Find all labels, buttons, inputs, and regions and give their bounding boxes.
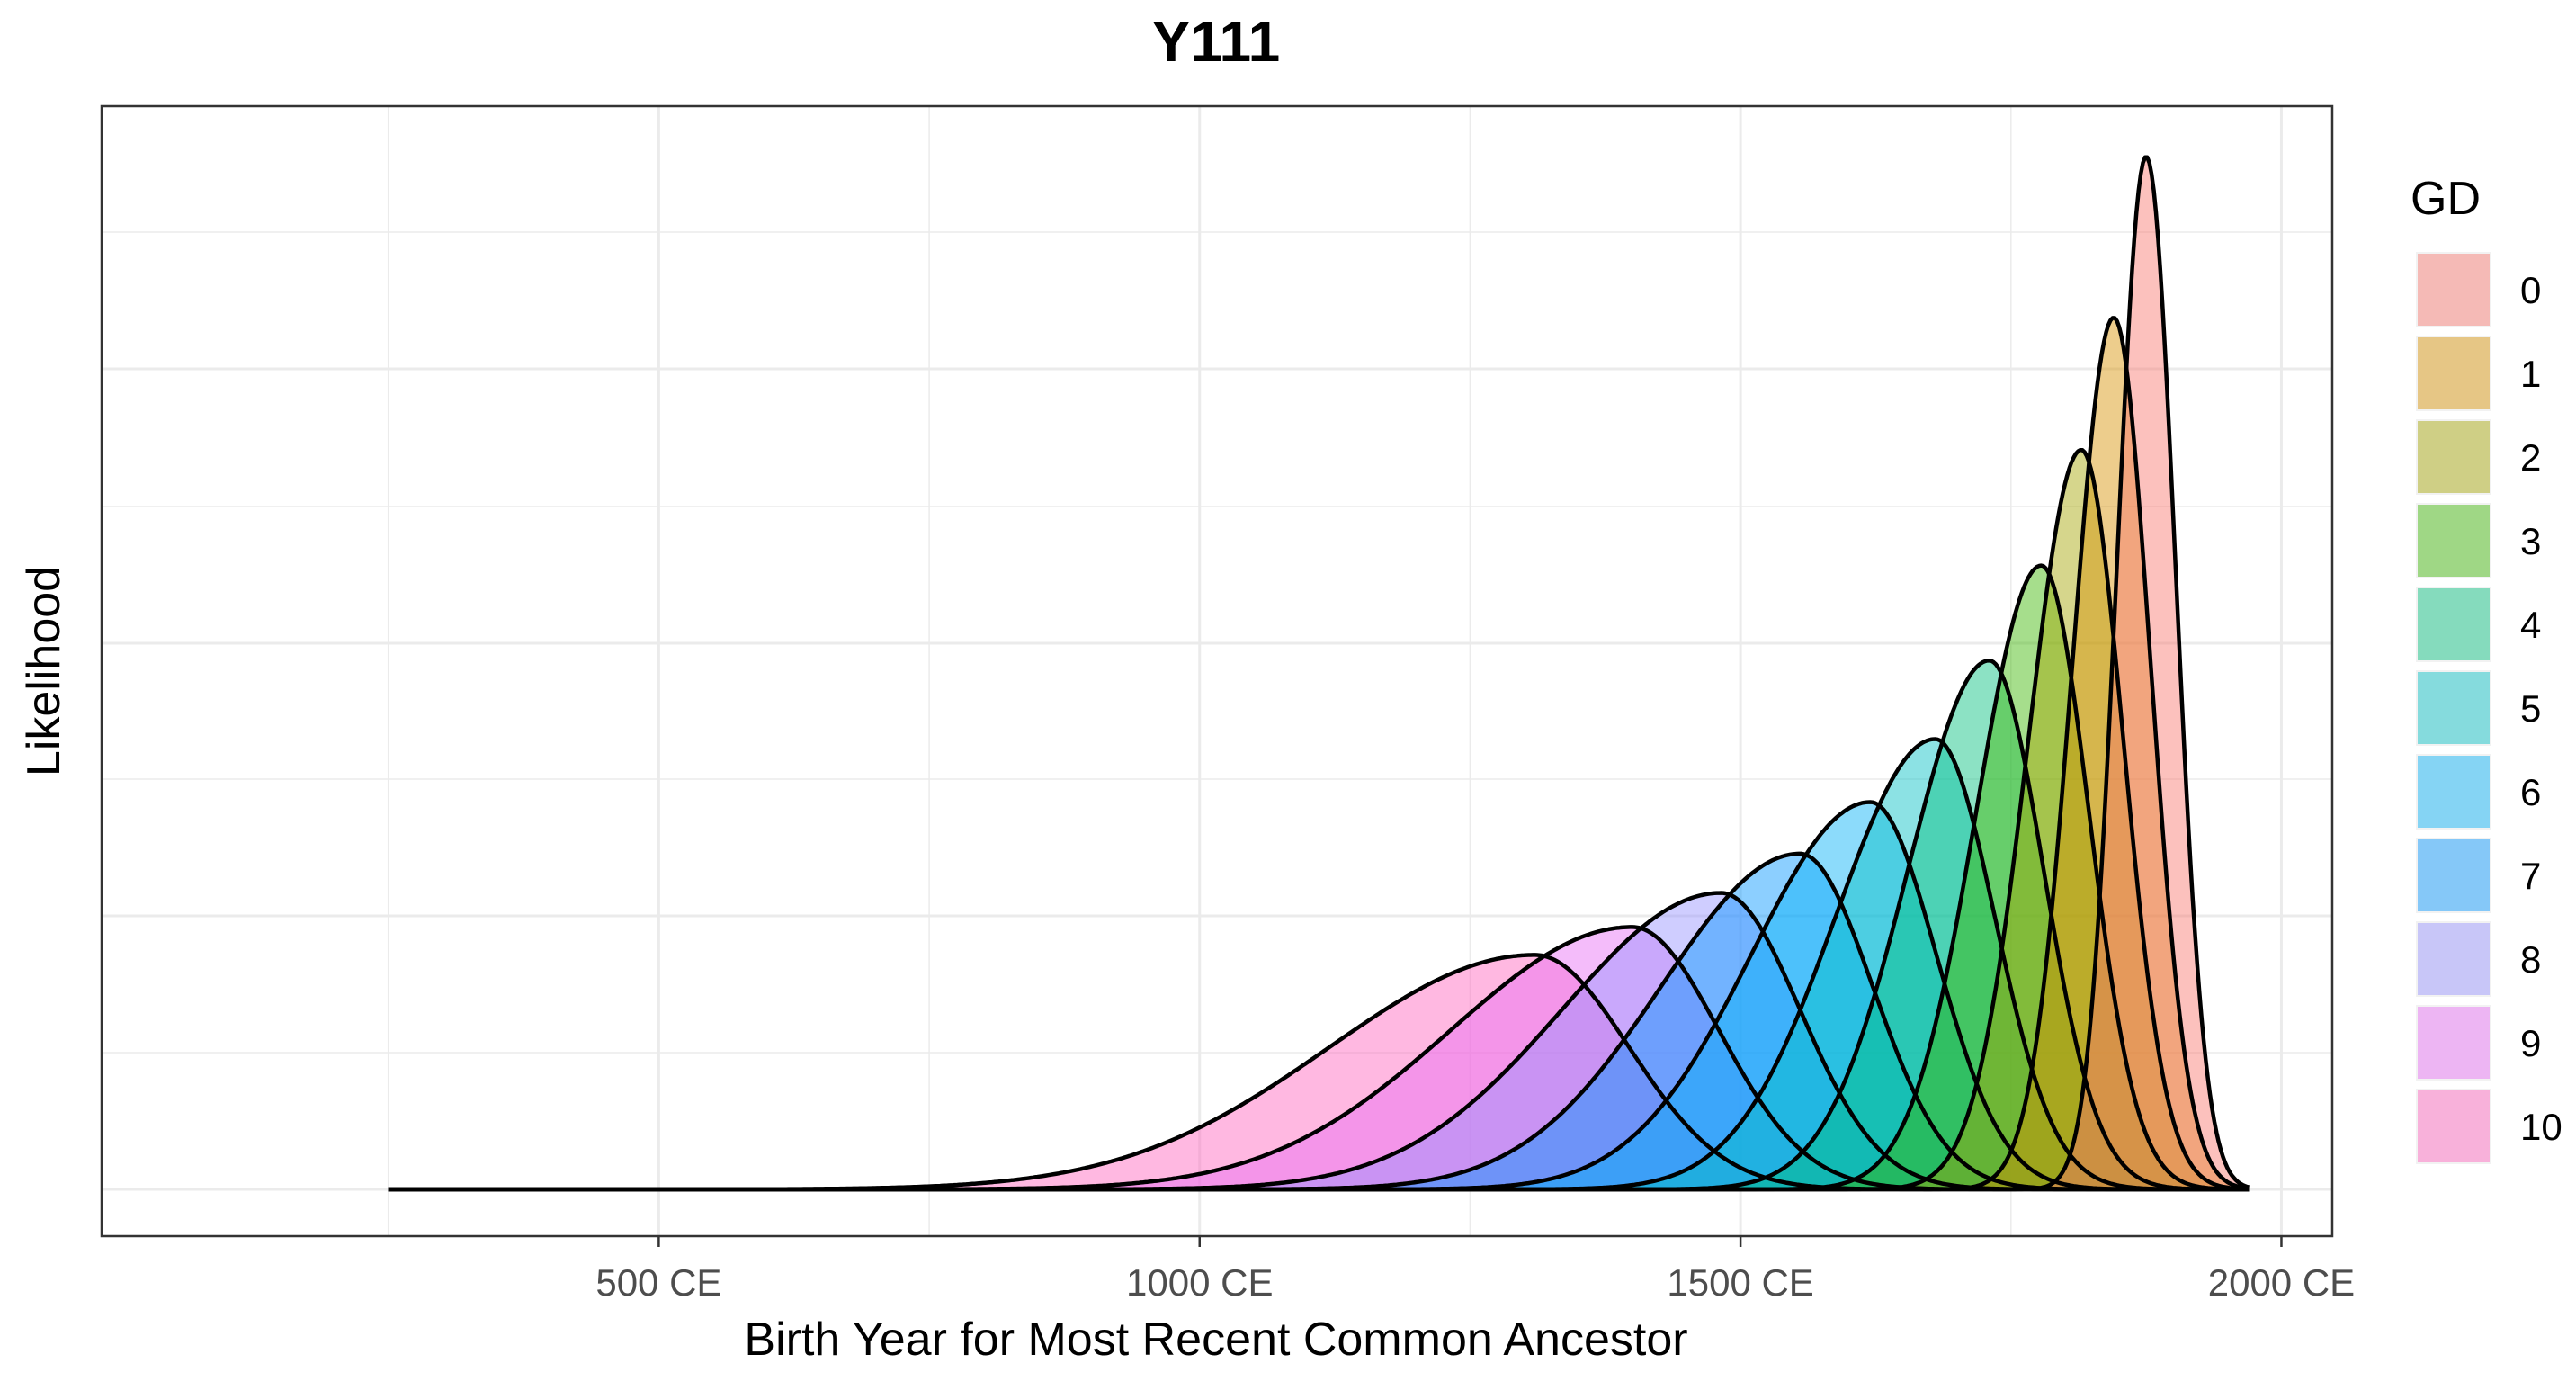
- legend-item-gd-0: 0: [2416, 252, 2541, 327]
- density-areas: [388, 157, 2250, 1189]
- density-area-gd-2: [388, 450, 2250, 1189]
- legend-key-bg: [2416, 587, 2491, 662]
- legend-item-gd-5: 5: [2416, 670, 2541, 746]
- legend-label: 6: [2520, 771, 2541, 813]
- legend-item-gd-8: 8: [2416, 921, 2541, 997]
- legend-item-gd-9: 9: [2416, 1005, 2541, 1081]
- legend-label: 8: [2520, 938, 2541, 981]
- density-outlines: [388, 155, 2250, 1192]
- legend-key-bg: [2416, 336, 2491, 411]
- legend-key-swatch: [2418, 505, 2490, 577]
- legend-key-bg: [2416, 1005, 2491, 1081]
- legend-item-gd-1: 1: [2416, 336, 2541, 411]
- legend-label: 3: [2520, 520, 2541, 562]
- density-area-gd-1: [388, 318, 2250, 1189]
- x-axis-title: Birth Year for Most Recent Common Ancest…: [744, 1314, 1687, 1366]
- x-tick-label: 2000 CE: [2208, 1261, 2355, 1304]
- density-line-gd-10: [388, 953, 2250, 1192]
- density-area-gd-4: [388, 660, 2250, 1189]
- legend-item-gd-4: 4: [2416, 587, 2541, 662]
- legend-label: 1: [2520, 353, 2541, 395]
- legend-key-swatch: [2418, 421, 2490, 493]
- legend-item-gd-2: 2: [2416, 419, 2541, 495]
- legend-item-gd-3: 3: [2416, 503, 2541, 578]
- legend-label: 9: [2520, 1022, 2541, 1064]
- legend-key-bg: [2416, 670, 2491, 746]
- legend-key-bg: [2416, 1089, 2491, 1164]
- legend-key-swatch: [2418, 337, 2490, 409]
- legend-key-bg: [2416, 921, 2491, 997]
- density-area-gd-9: [388, 927, 2250, 1189]
- density-area-gd-5: [388, 739, 2250, 1189]
- legend-label: 0: [2520, 269, 2541, 311]
- chart-title: Y111: [1152, 9, 1280, 74]
- panel-border: [100, 104, 2334, 1238]
- legend-item-gd-7: 7: [2416, 838, 2541, 913]
- legend-label: 7: [2520, 855, 2541, 897]
- x-tick-label: 500 CE: [595, 1261, 721, 1304]
- legend-items: 0 1 2 3 4 5 6 7 8 9 10: [2416, 252, 2563, 1164]
- density-area-gd-6: [388, 802, 2250, 1189]
- legend-label: 10: [2520, 1106, 2563, 1148]
- legend-key-swatch: [2418, 672, 2490, 744]
- x-tick-label: 1500 CE: [1667, 1261, 1813, 1304]
- density-area-gd-7: [388, 853, 2250, 1189]
- legend-key-swatch: [2418, 839, 2490, 911]
- legend-key-swatch: [2418, 1007, 2490, 1079]
- x-tick-label: 1000 CE: [1126, 1261, 1273, 1304]
- density-area-gd-10: [388, 955, 2250, 1189]
- legend: GD 0 1 2 3 4 5 6 7 8 9 10: [2411, 173, 2563, 1164]
- legend-key-bg: [2416, 252, 2491, 327]
- y-axis-title: Likelihood: [18, 566, 70, 776]
- legend-label: 5: [2520, 687, 2541, 730]
- x-axis: 500 CE 1000 CE 1500 CE 2000 CE: [595, 1236, 2355, 1304]
- legend-key-bg: [2416, 503, 2491, 578]
- legend-item-gd-6: 6: [2416, 754, 2541, 830]
- legend-key-bg: [2416, 419, 2491, 495]
- density-area-gd-8: [388, 892, 2250, 1189]
- legend-key-bg: [2416, 838, 2491, 913]
- legend-key-swatch: [2418, 756, 2490, 828]
- legend-label: 2: [2520, 436, 2541, 479]
- legend-item-gd-10: 10: [2416, 1089, 2563, 1164]
- legend-key-swatch: [2418, 1090, 2490, 1162]
- legend-key-swatch: [2418, 923, 2490, 995]
- legend-key-swatch: [2418, 254, 2490, 326]
- legend-key-bg: [2416, 754, 2491, 830]
- legend-key-swatch: [2418, 588, 2490, 660]
- legend-title: GD: [2411, 173, 2481, 225]
- legend-label: 4: [2520, 604, 2541, 646]
